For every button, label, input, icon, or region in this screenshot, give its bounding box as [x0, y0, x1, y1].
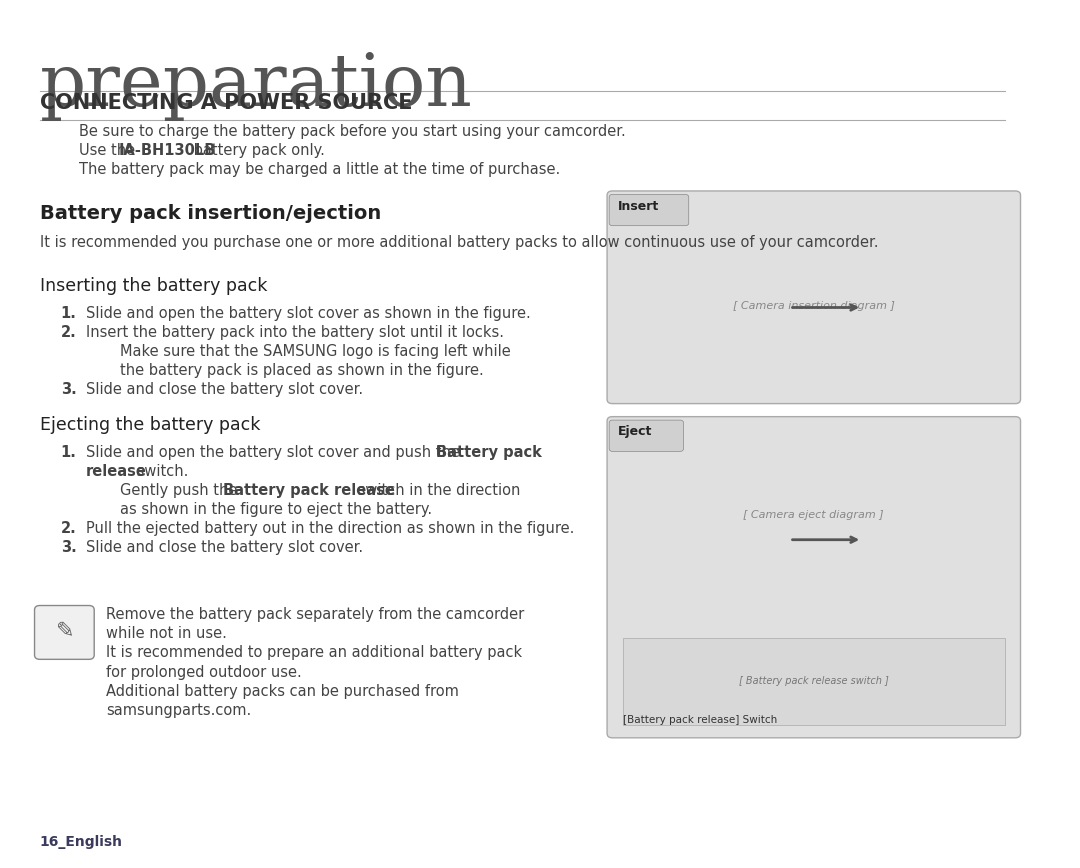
Text: Additional battery packs can be purchased from: Additional battery packs can be purchase… [106, 684, 459, 699]
Text: Slide and open the battery slot cover as shown in the figure.: Slide and open the battery slot cover as… [85, 306, 530, 320]
FancyBboxPatch shape [607, 191, 1021, 404]
Text: 2.: 2. [60, 522, 77, 536]
Text: Insert the battery pack into the battery slot until it locks.: Insert the battery pack into the battery… [85, 325, 504, 339]
FancyBboxPatch shape [609, 194, 689, 226]
Text: Make sure that the SAMSUNG logo is facing left while: Make sure that the SAMSUNG logo is facin… [120, 344, 511, 358]
Text: Battery pack insertion/ejection: Battery pack insertion/ejection [40, 204, 381, 223]
Text: samsungparts.com.: samsungparts.com. [106, 703, 251, 718]
Text: 3.: 3. [60, 382, 77, 397]
Text: Slide and close the battery slot cover.: Slide and close the battery slot cover. [85, 382, 363, 397]
Text: Eject: Eject [618, 425, 652, 438]
Text: for prolonged outdoor use.: for prolonged outdoor use. [106, 665, 301, 680]
Text: as shown in the figure to eject the battery.: as shown in the figure to eject the batt… [120, 503, 432, 517]
Text: 16_English: 16_English [40, 835, 123, 849]
Text: Use the: Use the [79, 143, 139, 158]
Bar [623, 638, 1004, 725]
Text: while not in use.: while not in use. [106, 627, 227, 641]
FancyBboxPatch shape [609, 420, 684, 451]
Text: CONNECTING A POWER SOURCE: CONNECTING A POWER SOURCE [40, 93, 413, 113]
Text: the battery pack is placed as shown in the figure.: the battery pack is placed as shown in t… [120, 363, 484, 378]
Text: switch in the direction: switch in the direction [353, 483, 521, 498]
Text: Be sure to charge the battery pack before you start using your camcorder.: Be sure to charge the battery pack befor… [79, 124, 625, 139]
Text: Battery pack: Battery pack [436, 445, 542, 460]
FancyBboxPatch shape [607, 417, 1021, 738]
Text: Remove the battery pack separately from the camcorder: Remove the battery pack separately from … [106, 608, 524, 622]
Text: Slide and close the battery slot cover.: Slide and close the battery slot cover. [85, 541, 363, 556]
Text: 2.: 2. [60, 325, 77, 339]
Text: Insert: Insert [618, 200, 659, 213]
Text: switch.: switch. [132, 464, 188, 479]
Text: Gently push the: Gently push the [120, 483, 242, 498]
Text: [ Battery pack release switch ]: [ Battery pack release switch ] [739, 676, 889, 687]
Text: preparation: preparation [40, 50, 473, 121]
Text: It is recommended you purchase one or more additional battery packs to allow con: It is recommended you purchase one or mo… [40, 235, 878, 250]
Text: 1.: 1. [60, 445, 77, 460]
Text: It is recommended to prepare an additional battery pack: It is recommended to prepare an addition… [106, 646, 522, 661]
Text: Inserting the battery pack: Inserting the battery pack [40, 277, 267, 295]
Text: 3.: 3. [60, 541, 77, 556]
Text: The battery pack may be charged a little at the time of purchase.: The battery pack may be charged a little… [79, 162, 559, 177]
Text: 1.: 1. [60, 306, 77, 320]
Text: IA-BH130LB: IA-BH130LB [119, 143, 216, 158]
Text: Slide and open the battery slot cover and push the: Slide and open the battery slot cover an… [85, 445, 464, 460]
Text: Battery pack release: Battery pack release [222, 483, 395, 498]
FancyBboxPatch shape [35, 606, 94, 660]
Text: battery pack only.: battery pack only. [189, 143, 325, 158]
Text: ✎: ✎ [55, 621, 75, 641]
Text: [ Camera insertion diagram ]: [ Camera insertion diagram ] [733, 301, 894, 311]
Text: Ejecting the battery pack: Ejecting the battery pack [40, 417, 260, 434]
Text: release: release [85, 464, 147, 479]
Text: Pull the ejected battery out in the direction as shown in the figure.: Pull the ejected battery out in the dire… [85, 522, 575, 536]
Text: [Battery pack release] Switch: [Battery pack release] Switch [623, 714, 777, 725]
Text: [ Camera eject diagram ]: [ Camera eject diagram ] [743, 510, 885, 520]
